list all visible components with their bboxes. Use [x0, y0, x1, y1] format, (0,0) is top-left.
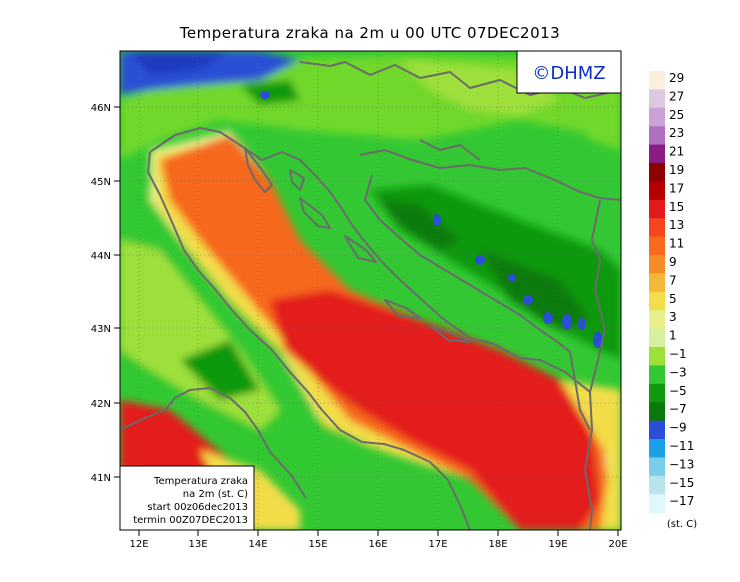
legend-label: 7 [669, 273, 677, 287]
lat-label: 43N [91, 324, 111, 335]
longitude-labels: 12E 13E 14E 15E 16E 17E 18E 19E 20E [129, 539, 627, 550]
legend-label: 15 [669, 200, 684, 214]
legend-label: 29 [669, 71, 684, 85]
map-title: Temperatura zraka na 2m u 00 UTC 07DEC20… [179, 24, 561, 42]
legend-unit: (st. C) [667, 519, 697, 530]
legend-swatch [649, 255, 665, 274]
legend-label: 27 [669, 89, 684, 103]
lon-label: 12E [129, 539, 148, 550]
legend-swatch [649, 71, 665, 90]
coastlines [120, 61, 621, 530]
legend-swatch [649, 163, 665, 182]
axis-ticks [114, 106, 619, 536]
legend-label: 11 [669, 237, 684, 251]
lon-label: 17E [428, 539, 447, 550]
legend-swatch [649, 199, 665, 219]
lon-label: 15E [308, 539, 327, 550]
legend-swatch [649, 236, 665, 256]
legend-swatch [649, 89, 665, 109]
legend-label: −15 [669, 476, 694, 490]
legend-label: 21 [669, 145, 684, 159]
legend-label: 5 [669, 292, 677, 306]
legend-swatch [649, 181, 665, 201]
legend-swatch [649, 107, 665, 127]
lat-label: 44N [91, 251, 111, 262]
legend-label: −9 [669, 421, 687, 435]
color-legend: 29 27 25 23 21 19 17 15 13 11 9 7 5 3 1 −1 −3 −5 −7 −9 −11 −1… [649, 71, 694, 513]
legend-swatch [649, 291, 665, 311]
map-frame [119, 50, 622, 531]
legend-label: −7 [669, 402, 687, 416]
legend-swatch [649, 126, 665, 145]
lon-label: 20E [608, 539, 627, 550]
info-line-3: start 00z06dec2013 [147, 502, 248, 513]
lon-label: 19E [548, 539, 567, 550]
legend-label: 13 [669, 218, 684, 232]
info-line-4: termin 00Z07DEC2013 [133, 515, 248, 526]
legend-label: 3 [669, 310, 677, 324]
legend-swatch [649, 439, 665, 458]
cold-spots [260, 91, 603, 348]
legend-label: 19 [669, 163, 684, 177]
legend-label: −11 [669, 439, 694, 453]
lon-label: 18E [488, 539, 507, 550]
map-field [120, 51, 621, 530]
legend-label: −1 [669, 347, 687, 361]
legend-swatch [649, 402, 665, 421]
legend-swatch [649, 494, 665, 513]
legend-swatch [649, 383, 665, 403]
legend-swatch [649, 365, 665, 385]
lat-label: 45N [91, 177, 111, 188]
lon-label: 13E [188, 539, 207, 550]
legend-label: −3 [669, 365, 687, 379]
lat-label: 41N [91, 473, 111, 484]
info-box: Temperatura zraka na 2m (st. C) start 00… [119, 465, 255, 531]
legend-label: 17 [669, 181, 684, 195]
legend-label: −13 [669, 457, 694, 471]
legend-swatch [649, 273, 665, 293]
lat-label: 46N [91, 103, 111, 114]
legend-label: 1 [669, 329, 677, 343]
legend-swatch [649, 475, 665, 495]
info-line-2: na 2m (st. C) [183, 489, 248, 500]
lon-label: 14E [248, 539, 267, 550]
legend-swatch [649, 328, 665, 348]
lon-label: 16E [368, 539, 387, 550]
legend-label: 23 [669, 126, 684, 140]
legend-swatch [649, 144, 665, 164]
legend-swatch [649, 457, 665, 477]
logo-text: ©DHMZ [532, 63, 605, 84]
dhmz-logo: ©DHMZ [516, 50, 622, 94]
legend-swatch [649, 347, 665, 366]
legend-label: −17 [669, 494, 694, 508]
info-line-1: Temperatura zraka [153, 476, 248, 487]
legend-label: 9 [669, 255, 677, 269]
legend-swatch [649, 420, 665, 440]
lat-label: 42N [91, 399, 111, 410]
legend-label: −5 [669, 384, 687, 398]
legend-swatch [649, 218, 665, 237]
legend-label: 25 [669, 108, 684, 122]
latitude-labels: 46N 45N 44N 43N 42N 41N [91, 103, 111, 484]
legend-swatch [649, 310, 665, 329]
